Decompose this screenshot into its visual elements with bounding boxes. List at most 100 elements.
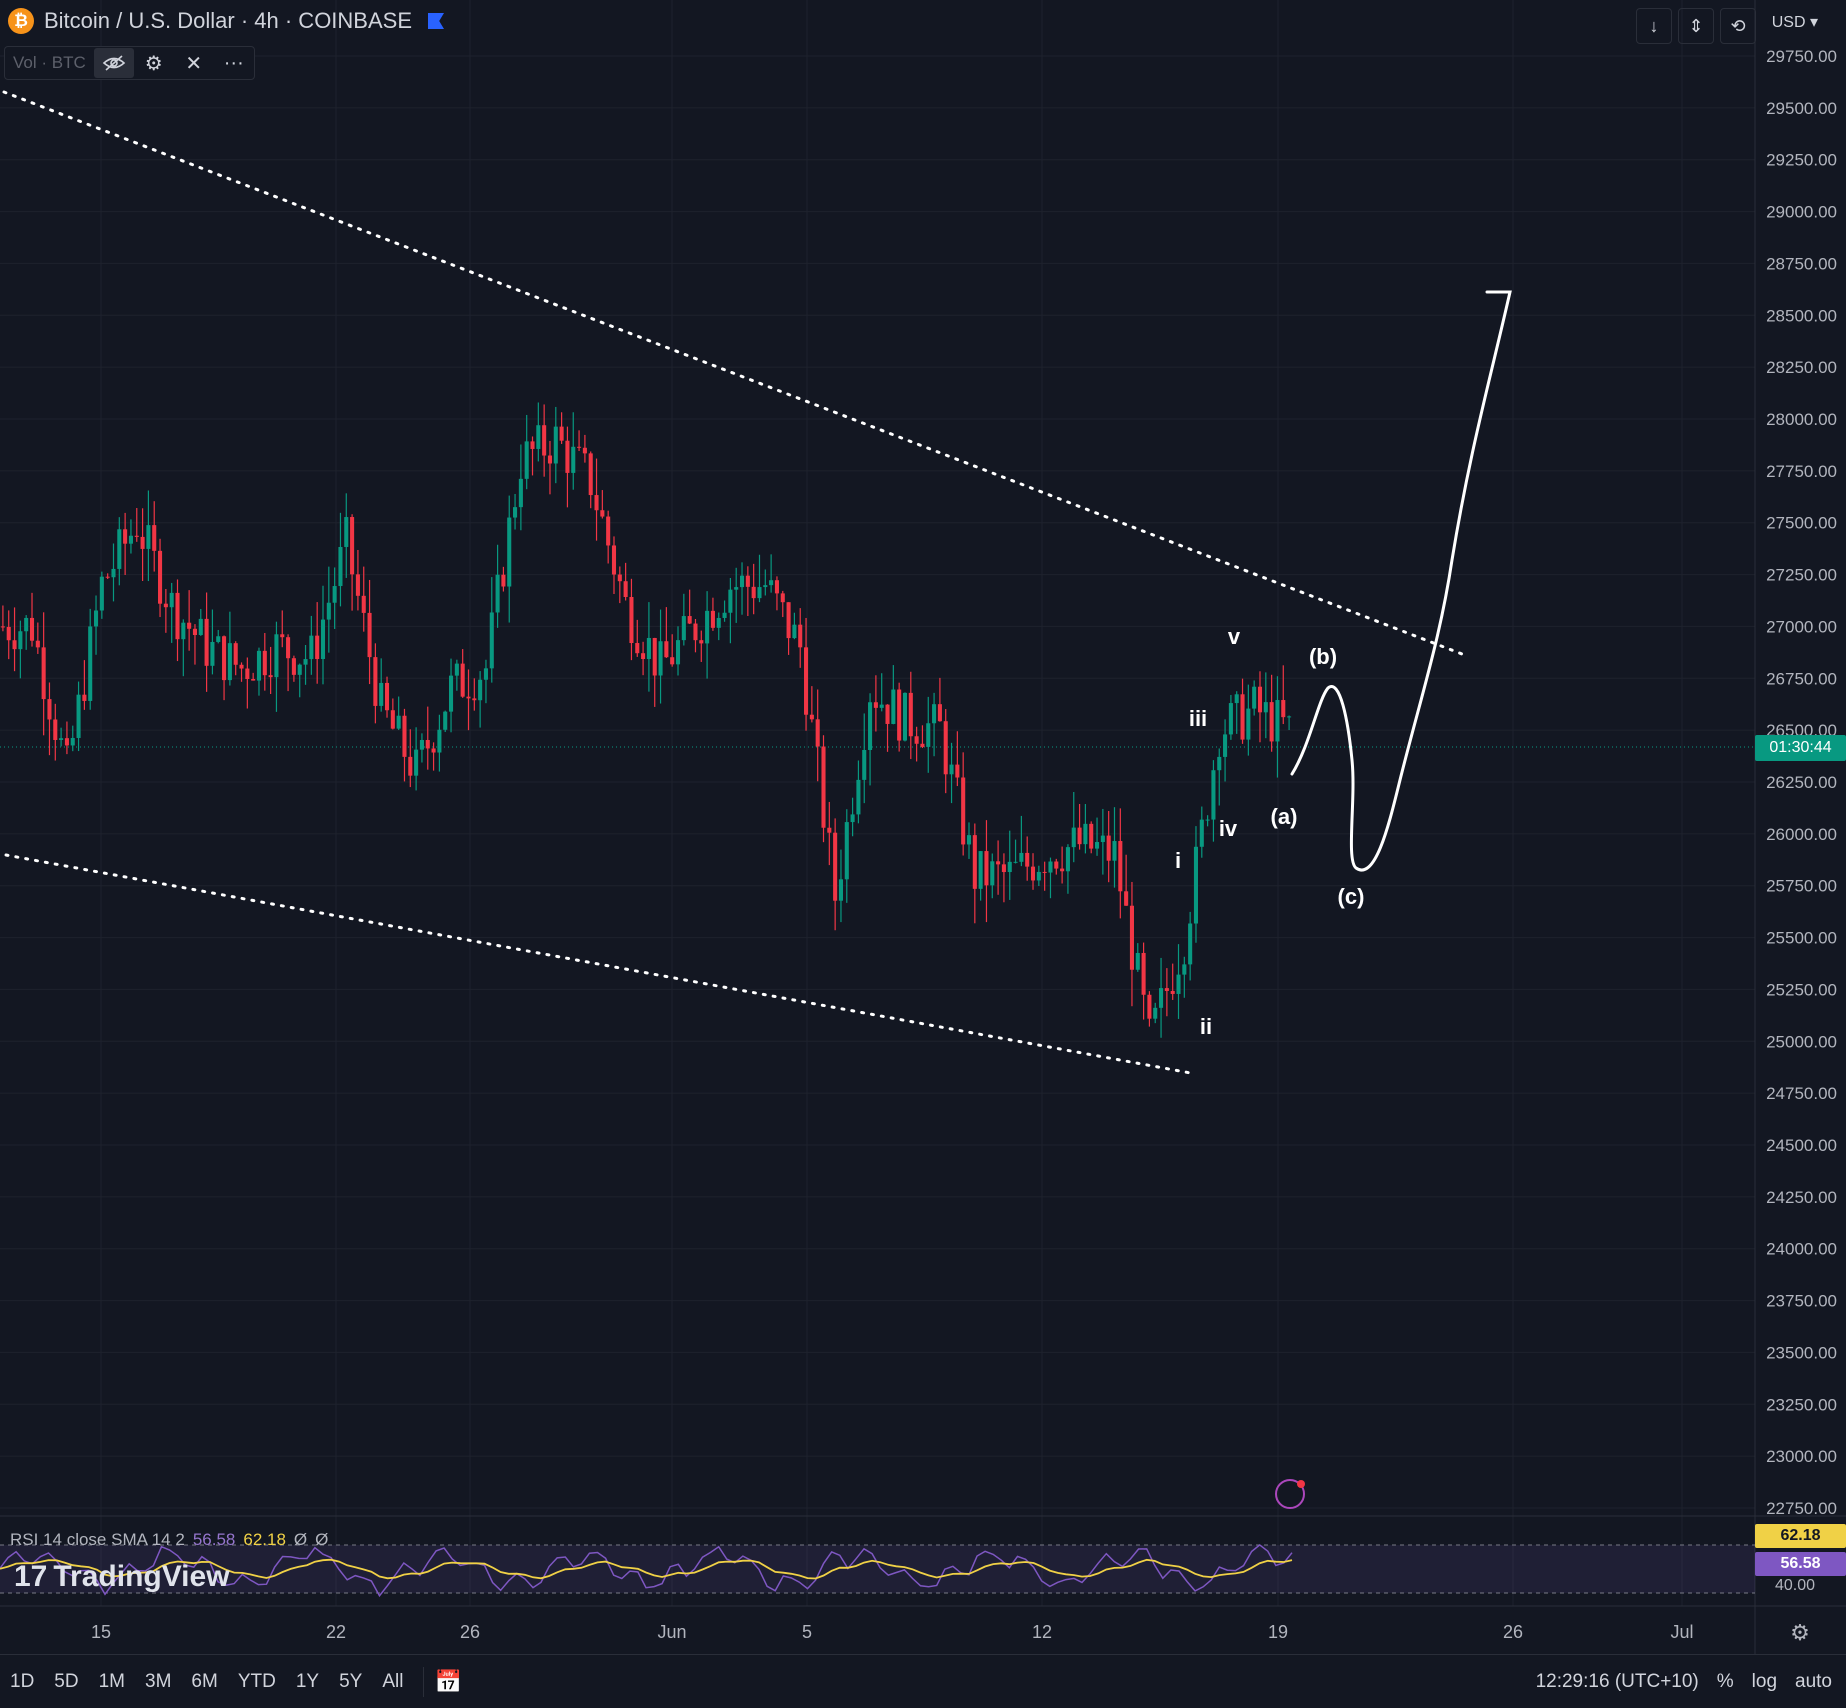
- currency-select[interactable]: USD ▾: [1771, 14, 1818, 31]
- wave-label: (a): [1271, 804, 1298, 829]
- range-5y[interactable]: 5Y: [339, 1670, 363, 1692]
- candle-body: [1182, 964, 1187, 975]
- price-tick-label: 29250.00: [1766, 151, 1837, 170]
- candle-body: [402, 715, 407, 757]
- price-tick-label: 27250.00: [1766, 566, 1837, 585]
- candle-body: [1147, 994, 1152, 1019]
- collapse-icon[interactable]: ⇕: [1678, 8, 1714, 44]
- symbol-title[interactable]: Bitcoin / U.S. Dollar · 4h · COINBASE: [44, 8, 412, 33]
- clock-time[interactable]: 12:29:16 (UTC+10): [1535, 1670, 1699, 1692]
- range-1d[interactable]: 1D: [10, 1670, 35, 1692]
- candle-body: [192, 628, 198, 636]
- range-6m[interactable]: 6M: [191, 1670, 218, 1692]
- symbol-header[interactable]: ₿ Bitcoin / U.S. Dollar · 4h · COINBASE: [8, 8, 444, 34]
- candle-body: [675, 640, 681, 665]
- candle-body: [1170, 990, 1175, 994]
- candle-body: [1164, 988, 1169, 991]
- candle-body: [1228, 703, 1233, 735]
- time-axis[interactable]: 15 22 26 Jun 5 12 19 26 Jul ⚙: [0, 1605, 1846, 1645]
- candle-body: [1129, 905, 1134, 970]
- time-tick-label: 26: [460, 1622, 480, 1642]
- candle-body: [996, 861, 1001, 865]
- price-tick-label: 29500.00: [1766, 99, 1837, 118]
- wave-label: iii: [1189, 706, 1207, 731]
- candle-body: [1176, 974, 1181, 994]
- candle-body: [152, 525, 157, 551]
- gear-icon[interactable]: ⚙: [144, 52, 163, 75]
- candle-body: [769, 580, 774, 586]
- more-icon[interactable]: ···: [223, 51, 244, 74]
- candle-body: [1217, 756, 1222, 771]
- candle-body: [891, 689, 896, 724]
- candle-body: [972, 835, 977, 889]
- volume-indicator-legend[interactable]: Vol · BTC ⚙ ✕ ···: [4, 46, 255, 80]
- rsi-pane[interactable]: 40.00: [0, 1515, 1846, 1598]
- price-tick-label: 28750.00: [1766, 254, 1837, 273]
- candle-body: [815, 719, 820, 747]
- candle-body: [1240, 694, 1245, 740]
- candle-body: [1060, 868, 1065, 872]
- settings-icon[interactable]: ⚙: [1790, 1620, 1810, 1645]
- rsi-sma-line: [0, 1558, 1293, 1580]
- currency-label: USD: [1771, 14, 1806, 31]
- upper-trendline: [2, 90, 1464, 656]
- close-icon[interactable]: ✕: [185, 52, 203, 75]
- candle-body: [198, 618, 203, 636]
- candle-body: [414, 749, 419, 776]
- range-3m[interactable]: 3M: [145, 1670, 172, 1692]
- toolbar-right: 12:29:16 (UTC+10) % log auto: [1536, 1671, 1846, 1693]
- projection-path: [1290, 290, 1512, 872]
- flag-icon[interactable]: [428, 13, 444, 29]
- percent-toggle[interactable]: %: [1716, 1670, 1734, 1692]
- calendar-goto-icon[interactable]: 📅: [434, 1668, 462, 1694]
- wave-label: ii: [1200, 1014, 1212, 1039]
- candle-body: [862, 749, 867, 780]
- candle-body: [786, 602, 791, 639]
- candle-body: [1065, 847, 1070, 872]
- candle-body: [1263, 702, 1268, 713]
- candle-body: [553, 426, 558, 464]
- drawings-layer[interactable]: [2, 90, 1512, 1076]
- bottom-toolbar: 1D 5D 1M 3M 6M YTD 1Y 5Y All 📅 12:29:16 …: [0, 1654, 1846, 1708]
- price-tick-label: 25500.00: [1766, 929, 1837, 948]
- range-ytd[interactable]: YTD: [237, 1670, 276, 1692]
- candle-body: [524, 441, 529, 479]
- candle-body: [1025, 852, 1030, 867]
- candle-body: [111, 568, 116, 578]
- rsi-legend[interactable]: RSI 14 close SMA 14 2 56.58 62.18 Ø Ø: [10, 1530, 328, 1550]
- fullscreen-icon[interactable]: ⟲: [1720, 8, 1756, 44]
- candle-body: [641, 653, 646, 660]
- candle-body: [158, 550, 163, 604]
- range-5d[interactable]: 5D: [54, 1670, 79, 1692]
- candle-body: [222, 636, 227, 681]
- candle-body: [577, 446, 582, 448]
- range-1m[interactable]: 1M: [98, 1670, 125, 1692]
- candle-body: [448, 675, 454, 712]
- eye-hidden-icon[interactable]: [93, 48, 134, 78]
- candle-body: [163, 603, 168, 608]
- price-tick-label: 29000.00: [1766, 203, 1837, 222]
- candle-body: [850, 814, 855, 823]
- candle-body: [390, 710, 395, 729]
- wave-label: (b): [1309, 644, 1337, 669]
- candle-body: [809, 714, 814, 720]
- candle-body: [1019, 852, 1024, 862]
- auto-toggle[interactable]: auto: [1795, 1670, 1832, 1692]
- candle-body: [379, 682, 384, 706]
- candle-body: [751, 586, 756, 599]
- range-all[interactable]: All: [382, 1670, 404, 1692]
- log-toggle[interactable]: log: [1751, 1670, 1778, 1692]
- candle-body: [1077, 827, 1082, 845]
- candle-body: [1252, 686, 1257, 709]
- download-icon[interactable]: ↓: [1636, 8, 1672, 44]
- tradingview-logo[interactable]: 17 TradingView: [14, 1560, 230, 1594]
- range-1y[interactable]: 1Y: [295, 1670, 320, 1692]
- candle-body: [361, 595, 366, 613]
- price-axis[interactable]: 29750.00 29500.00 29250.00 29000.00 28750.00…: [1754, 0, 1846, 1654]
- rsi-scale-label: 40.00: [1775, 1577, 1815, 1594]
- candle-body: [978, 851, 983, 889]
- candle-body: [600, 510, 605, 517]
- candle-body: [693, 623, 698, 641]
- candle-body: [338, 546, 343, 587]
